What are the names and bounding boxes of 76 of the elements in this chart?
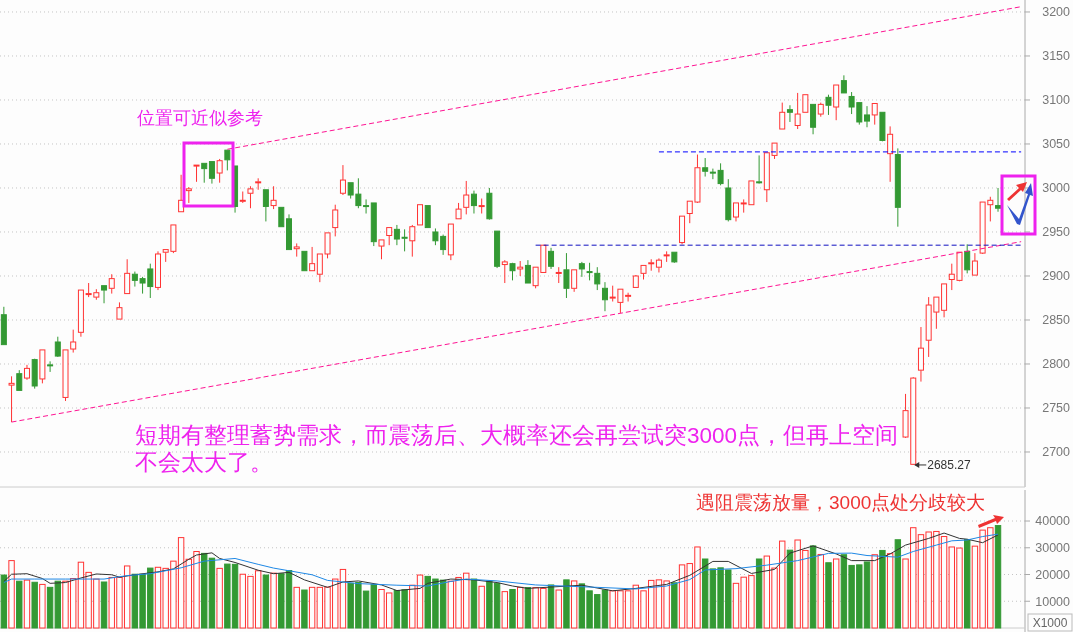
candlestick [578,261,585,278]
candlestick [23,364,30,381]
bar [755,558,763,629]
candlestick [702,157,709,178]
bar [879,549,886,629]
bar [216,567,223,629]
bar [31,581,38,629]
y-tick-label: 2900 [1042,269,1071,284]
candlestick [756,154,763,184]
y-tick-label: 30000 [1035,541,1071,556]
bar [886,553,894,629]
bar [262,574,270,629]
bar [478,585,485,629]
bar [832,558,840,629]
y-tick-label: 10000 [1035,594,1071,609]
bar [23,579,31,629]
y-tick-label: 3000 [1042,181,1071,196]
bar [16,580,23,629]
candlestick [154,250,161,291]
bar [817,553,824,629]
bar [547,584,555,629]
bar [100,581,108,629]
candlestick [47,360,54,373]
candlestick [555,266,562,284]
candlestick [917,326,924,383]
y-tick-label: 3050 [1042,137,1071,152]
y-axis-title: X1000 [1032,616,1068,630]
y-tick-label: 40000 [1035,514,1071,529]
bar [39,583,46,629]
candlestick [548,247,555,270]
bar [871,554,878,629]
bar [809,545,817,629]
candlestick [894,147,901,228]
y-tick-label: 2850 [1042,313,1071,328]
annotation: 位置可近似参考 [137,108,263,128]
candlestick [8,375,15,423]
annotation: 遇阻震荡放量，3000点处分歧较大 [696,492,986,513]
candlestick [786,104,793,123]
y-tick-label: 2800 [1042,357,1071,372]
bar [786,549,794,629]
bar [501,591,508,629]
bar [964,538,971,629]
annotation: 2685.27 [927,458,971,473]
bar [825,562,832,629]
candlestick [563,252,570,299]
bar [517,586,524,629]
bar [570,580,578,629]
bar [293,586,300,629]
bar [301,589,308,629]
y-tick-label: 2950 [1042,225,1071,240]
candlestick [339,164,346,196]
candlestick [470,190,477,214]
y-tick-label: 3150 [1042,49,1071,64]
bar [270,572,277,629]
candlestick [887,125,894,183]
bar [555,589,562,629]
bar [894,539,902,629]
bar [509,588,516,629]
bar [8,560,15,629]
candlestick [864,105,871,128]
candlestick [486,187,493,220]
bar [563,579,570,629]
candlestick [108,273,115,295]
annotation: 短期有整理蓄势需求，而震荡后、大概率还会再尝试突3000点，但再上空间不会太大了。 [135,423,899,475]
bar [470,578,478,629]
candlestick [995,187,1002,213]
y-tick-label: 2700 [1042,445,1071,460]
y-tick-label: 3200 [1042,5,1071,20]
bar [0,574,8,629]
y-tick-label: 2750 [1042,401,1071,416]
candlestick [655,257,662,273]
bar [524,587,532,629]
bar [671,582,678,629]
y-tick-label: 20000 [1035,567,1071,582]
y-tick-label: 3100 [1042,93,1071,108]
candlestick [601,281,608,312]
